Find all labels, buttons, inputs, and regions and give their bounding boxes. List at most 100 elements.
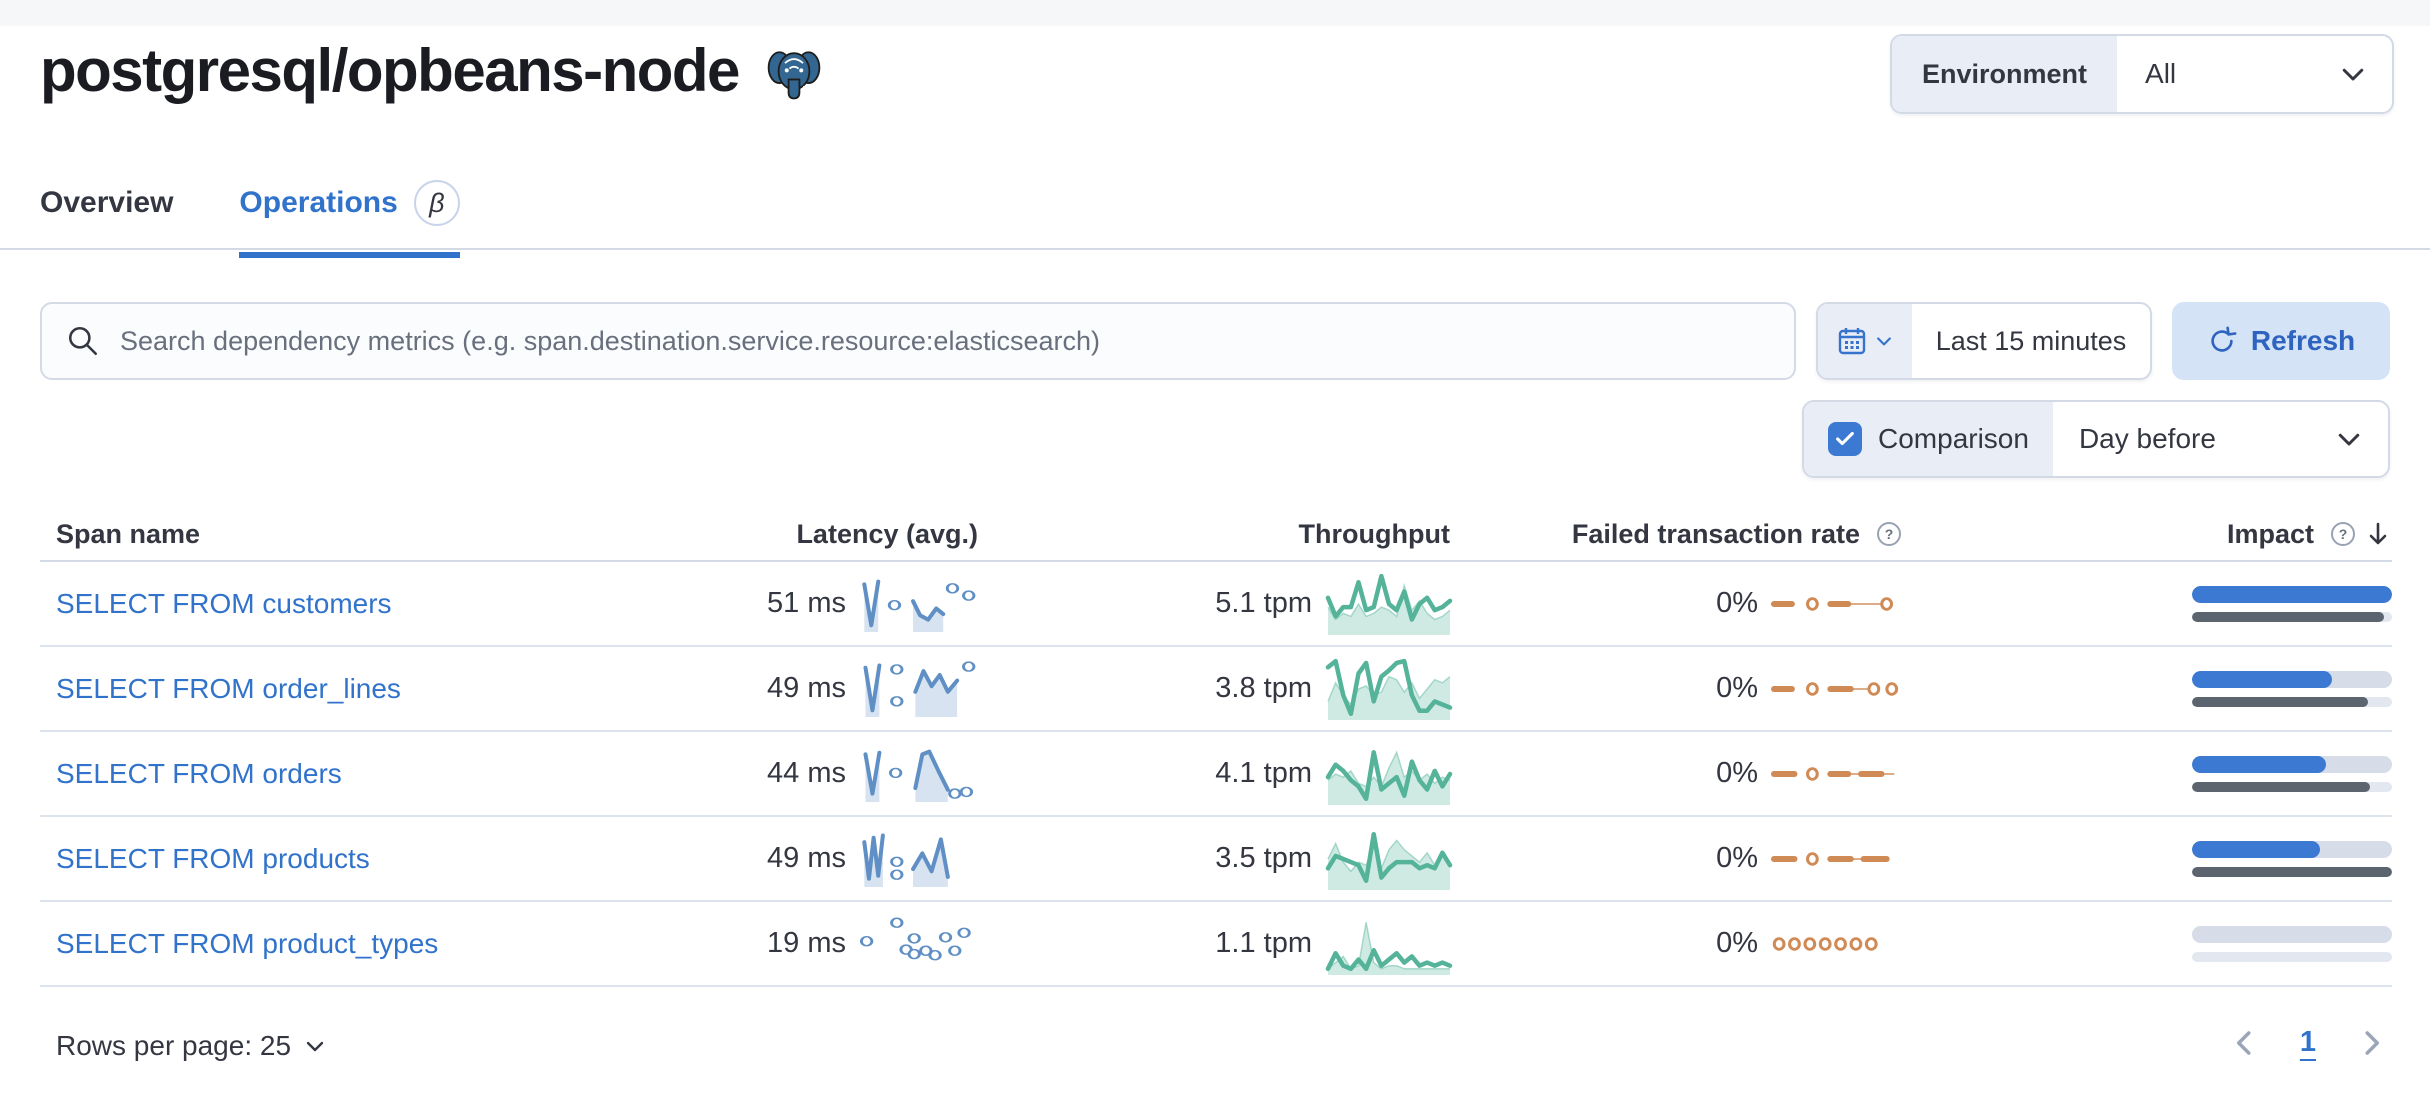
failed-rate-value: 0% [1716,757,1758,789]
top-strip [0,0,2430,26]
impact-bars [2192,925,2392,962]
impact-bars [2192,840,2392,877]
span-name-link[interactable]: SELECT FROM products [56,842,370,874]
latency-value: 44 ms [767,757,846,789]
throughput-sparkline [1328,658,1450,720]
environment-select[interactable]: Environment All [1890,34,2394,114]
span-name-link[interactable]: SELECT FROM customers [56,587,392,619]
environment-value[interactable]: All [2145,58,2177,89]
throughput-value: 5.1 tpm [1215,587,1312,619]
throughput-sparkline [1328,743,1450,805]
refresh-label: Refresh [2250,325,2356,356]
chevron-down-icon [2334,402,2388,476]
table-row: SELECT FROM customers 51 ms 5.1 tpm 0% [40,562,2392,647]
tab-bar: Overview Operations β [40,180,460,258]
impact-bar-current [2192,755,2326,773]
comparison-control: Comparison Day before [1802,400,2390,478]
question-icon: ? [1877,522,1901,546]
chevron-down-icon [1877,337,1891,346]
comparison-select[interactable]: Day before [2078,423,2216,454]
pagination: 1 [2230,1026,2386,1059]
comparison-label: Comparison [1878,423,2029,454]
refresh-icon [2211,326,2237,352]
impact-bar-previous [2192,696,2368,707]
column-header-impact[interactable]: Impact ? [1902,519,2392,550]
svg-text:?: ? [2339,526,2348,542]
table-header-row: Span name Latency (avg.) Throughput Fail… [40,508,2392,562]
column-header-span-name[interactable]: Span name [56,518,201,549]
next-page-button[interactable] [2356,1028,2386,1058]
impact-bar-previous [2192,611,2384,622]
chevron-right-icon [2365,1030,2379,1055]
latency-value: 19 ms [767,927,846,959]
svg-text:?: ? [1885,526,1894,542]
search-input[interactable] [120,325,1770,357]
failed-rate-value: 0% [1716,842,1758,874]
span-name-link[interactable]: SELECT FROM order_lines [56,672,401,704]
table-row: SELECT FROM product_types 19 ms 1.1 tpm … [40,902,2392,987]
previous-page-button[interactable] [2230,1028,2260,1058]
tab-operations-label: Operations [239,186,398,219]
impact-bars [2192,670,2392,707]
latency-sparkline [862,576,976,632]
postgresql-elephant-icon [767,50,821,99]
beta-badge: β [413,180,460,226]
latency-value: 51 ms [767,587,846,619]
comparison-checkbox[interactable] [1828,422,1862,456]
tab-overview-label: Overview [40,186,174,219]
environment-label: Environment [1892,36,2118,112]
throughput-sparkline [1328,573,1450,635]
rows-per-page-label: Rows per page: 25 [56,1030,292,1061]
impact-bar-current [2192,585,2392,603]
question-icon: ? [2331,522,2355,546]
failed-rate-sparkline [1774,766,1902,781]
latency-sparkline [862,746,974,802]
comparison-label-section: Comparison [1804,402,2053,476]
failed-rate-sparkline [1774,851,1902,866]
column-header-failed-rate[interactable]: Failed transaction rate ? [1450,519,1902,550]
failed-rate-value: 0% [1716,672,1758,704]
throughput-sparkline [1328,913,1450,975]
table-body: SELECT FROM customers 51 ms 5.1 tpm 0% [40,562,2392,987]
impact-bars [2192,755,2392,792]
throughput-value: 1.1 tpm [1215,927,1312,959]
rows-per-page-button[interactable]: Rows per page: 25 [56,1030,327,1062]
failed-rate-sparkline [1774,681,1899,696]
page-number[interactable]: 1 [2299,1026,2316,1058]
date-quick-select-button[interactable] [1818,304,1912,378]
column-header-latency[interactable]: Latency (avg.) [796,518,978,549]
tab-overview[interactable]: Overview [40,180,173,258]
refresh-button[interactable]: Refresh [2172,302,2390,380]
failed-rate-value: 0% [1716,927,1758,959]
failed-rate-header-label: Failed transaction rate [1571,518,1860,549]
impact-header-label: Impact [2226,518,2314,549]
failed-rate-sparkline [1774,596,1894,611]
impact-bar-previous [2192,866,2392,877]
date-picker: Last 15 minutes [1816,302,2152,380]
tabs-divider [0,248,2430,250]
column-header-throughput[interactable]: Throughput [1298,518,1450,549]
chevron-down-icon [2338,36,2392,112]
impact-bar-previous [2192,781,2370,792]
impact-bars [2192,585,2392,622]
span-name-link[interactable]: SELECT FROM product_types [56,927,439,959]
table-row: SELECT FROM order_lines 49 ms 3.8 tpm 0% [40,647,2392,732]
table-row: SELECT FROM orders 44 ms 4.1 tpm 0% [40,732,2392,817]
tab-operations[interactable]: Operations β [239,180,460,258]
check-icon [1836,431,1854,446]
latency-sparkline [862,660,976,717]
search-icon [68,326,98,356]
search-bar[interactable] [40,302,1796,380]
latency-value: 49 ms [767,842,846,874]
latency-sparkline [862,831,978,887]
time-range-button[interactable]: Last 15 minutes [1935,325,2127,356]
span-name-link[interactable]: SELECT FROM orders [56,757,342,789]
chevron-left-icon [2236,1030,2251,1055]
sort-descending-icon [2369,522,2387,545]
impact-bar-current [2192,670,2332,688]
throughput-sparkline [1328,828,1450,890]
impact-bar-current [2192,840,2320,858]
chevron-down-icon [306,1041,324,1052]
calendar-icon [1838,328,1866,355]
